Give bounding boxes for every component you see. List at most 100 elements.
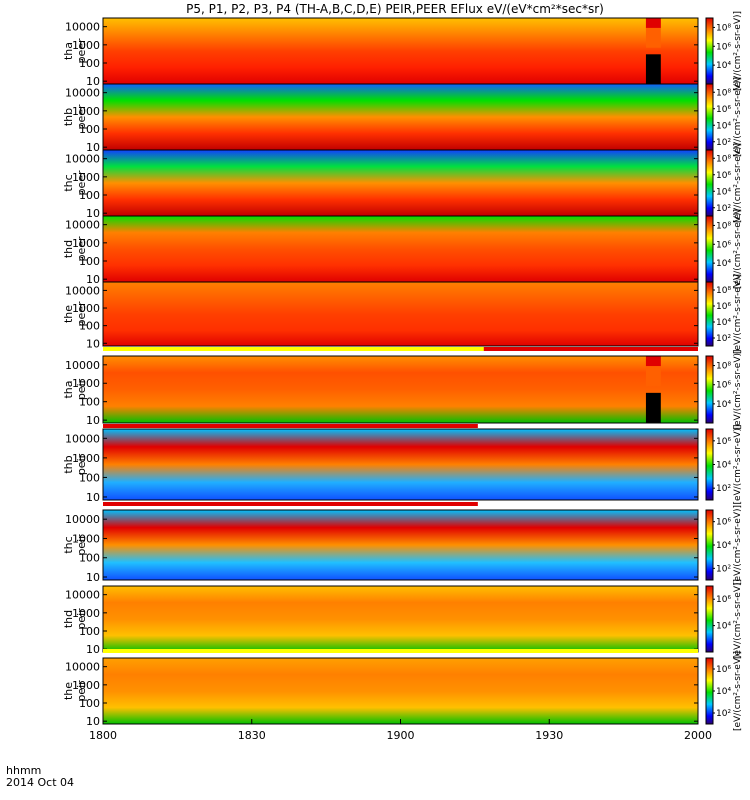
x-tick-label: 1800	[89, 729, 117, 742]
x-axis: 1800 1830 1900 1930 2000	[89, 719, 712, 742]
colorbar-label: [eV/(cm²-s-sr-eV)]	[733, 143, 743, 223]
x-axis-label-line2: 2014 Oct 04	[6, 776, 74, 789]
colorbar-tick-label: 10²	[716, 709, 731, 719]
instrument-label: peir	[75, 378, 88, 400]
y-tick-label: 10	[86, 643, 100, 656]
colorbar: 10² 10⁴ 10⁶ 10⁸ [eV/(cm²-s-sr-eV)]	[705, 143, 743, 223]
y-tick-label: 100	[79, 57, 100, 70]
spectrogram-image	[103, 150, 698, 216]
instrument-label: peir	[75, 680, 88, 702]
y-tick-label: 10000	[65, 87, 100, 100]
panel-the-peer: 10 100 1000 10000 the peer 10² 10⁴ 10⁶ 10⁸ [eV/(cm…	[62, 274, 743, 354]
colorbar-tick-label: 10⁴	[716, 687, 731, 697]
colorbar-label: [eV/(cm²-s-sr-eV)]	[733, 505, 743, 585]
colorbar-tick-label: 10⁸	[716, 362, 731, 372]
colorbar-tick-label: 10⁸	[716, 286, 731, 296]
panel-thc-peer: 10 100 1000 10000 thc peer 10² 10⁴ 10⁶ 10⁸ [eV/(cm…	[62, 143, 743, 223]
y-tick-label: 10000	[65, 219, 100, 232]
colorbar-label: [eV/(cm²-s-sr-eV)]	[733, 77, 743, 157]
probe-label: thb	[62, 108, 75, 126]
instrument-label: peir	[75, 453, 88, 475]
spectrogram-image	[103, 18, 698, 84]
colorbar-tick-label: 10²	[716, 204, 731, 214]
panel-tha-peir: 10 100 1000 10000 tha peir 10⁴ 10⁶ 10⁸ [eV/(cm²-s…	[62, 347, 743, 430]
status-bar	[103, 649, 698, 653]
colorbar-tick-label: 10⁶	[716, 665, 731, 675]
y-tick-label: 100	[79, 255, 100, 268]
colorbar-tick-label: 10²	[716, 334, 731, 344]
colorbar-tick-label: 10²	[716, 138, 731, 148]
spectrogram-image	[103, 586, 698, 652]
probe-label: thc	[62, 174, 75, 191]
probe-label: the	[62, 682, 75, 700]
x-tick-label: 1830	[238, 729, 266, 742]
status-bar	[103, 502, 478, 506]
status-bar	[483, 347, 698, 351]
panel-frame	[102, 509, 699, 581]
spectrogram-image	[103, 658, 698, 724]
y-tick-label: 10000	[65, 21, 100, 34]
y-tick-label: 10	[86, 414, 100, 427]
y-tick-label: 10000	[65, 661, 100, 674]
x-axis-label-line1: hhmm	[6, 764, 41, 777]
colorbar-tick-label: 10⁴	[716, 622, 731, 632]
instrument-label: peer	[75, 301, 88, 327]
y-tick-label: 1000	[72, 171, 100, 184]
panel-tha-peer: 10 100 1000 10000 tha peer 10⁴ 10⁶ 10⁸ [eV/(cm²-s…	[62, 11, 743, 91]
colorbar-tick-label: 10⁶	[716, 302, 731, 312]
colorbar-label: [eV/(cm²-s-sr-eV)]	[733, 209, 743, 289]
spectrogram-image	[103, 356, 698, 423]
probe-label: tha	[62, 42, 75, 60]
y-tick-label: 1000	[72, 39, 100, 52]
data-gap-marker	[645, 356, 661, 423]
panel-thb-peer: 10 100 1000 10000 thb peer 10² 10⁴ 10⁶ 10⁸ [eV/(cm…	[62, 77, 743, 157]
spectrogram-image	[103, 282, 698, 346]
instrument-label: peer	[75, 104, 88, 130]
panel-frame	[102, 355, 699, 424]
panel-frame	[102, 281, 699, 347]
colorbar-tick-label: 10⁴	[716, 259, 731, 269]
spectrogram-image	[103, 216, 698, 282]
y-tick-label: 10	[86, 273, 100, 286]
x-tick-label: 1930	[535, 729, 563, 742]
colorbar-tick-label: 10⁴	[716, 461, 731, 471]
colorbar-tick-label: 10⁴	[716, 121, 731, 131]
y-tick-label: 10000	[65, 153, 100, 166]
probe-label: thd	[62, 610, 75, 628]
colorbar: 10⁴ 10⁶ 10⁸ [eV/(cm²-s-sr-eV)]	[705, 349, 743, 430]
instrument-label: peir	[75, 534, 88, 556]
colorbar-tick-label: 10⁶	[716, 171, 731, 181]
colorbar: 10² 10⁴ 10⁶ 10⁸ [eV/(cm²-s-sr-eV)]	[705, 274, 743, 354]
probe-label: the	[62, 305, 75, 323]
status-bar	[103, 347, 698, 351]
colorbar-tick-label: 10⁸	[716, 23, 731, 33]
spectrogram-image	[103, 510, 698, 580]
colorbar-label: [eV/(cm²-s-sr-eV)]	[733, 651, 743, 731]
x-tick-label: 2000	[684, 729, 712, 742]
y-tick-label: 100	[79, 123, 100, 136]
probe-label: thc	[62, 536, 75, 553]
colorbar-tick-label: 10⁴	[716, 541, 731, 551]
colorbar: 10² 10⁴ 10⁶ [eV/(cm²-s-sr-eV)]	[705, 505, 743, 585]
y-tick-label: 10000	[65, 359, 100, 372]
y-tick-label: 1000	[72, 532, 100, 545]
probe-label: tha	[62, 380, 75, 398]
colorbar-tick-label: 10²	[716, 484, 731, 494]
panel-thd-peer: 10 100 1000 10000 thd peer 10⁴ 10⁶ 10⁸ [eV/(cm²-s…	[62, 209, 743, 289]
y-tick-label: 1000	[72, 105, 100, 118]
colorbar-label: [eV/(cm²-s-sr-eV)]	[733, 579, 743, 659]
y-tick-label: 10000	[65, 284, 100, 297]
colorbar-tick-label: 10⁶	[716, 595, 731, 605]
colorbar-tick-label: 10²	[716, 564, 731, 574]
data-gap-marker	[645, 18, 661, 84]
colorbar-tick-label: 10⁶	[716, 42, 731, 52]
y-tick-label: 10	[86, 715, 100, 728]
instrument-label: peir	[75, 608, 88, 630]
y-tick-label: 10	[86, 337, 100, 350]
y-tick-label: 1000	[72, 377, 100, 390]
y-tick-label: 100	[79, 471, 100, 484]
colorbar-tick-label: 10⁶	[716, 437, 731, 447]
instrument-label: peer	[75, 38, 88, 64]
panel-thd-peir: 10 100 1000 10000 thd peir 10⁴ 10⁶ [eV/(cm²-s-sr…	[62, 579, 743, 659]
